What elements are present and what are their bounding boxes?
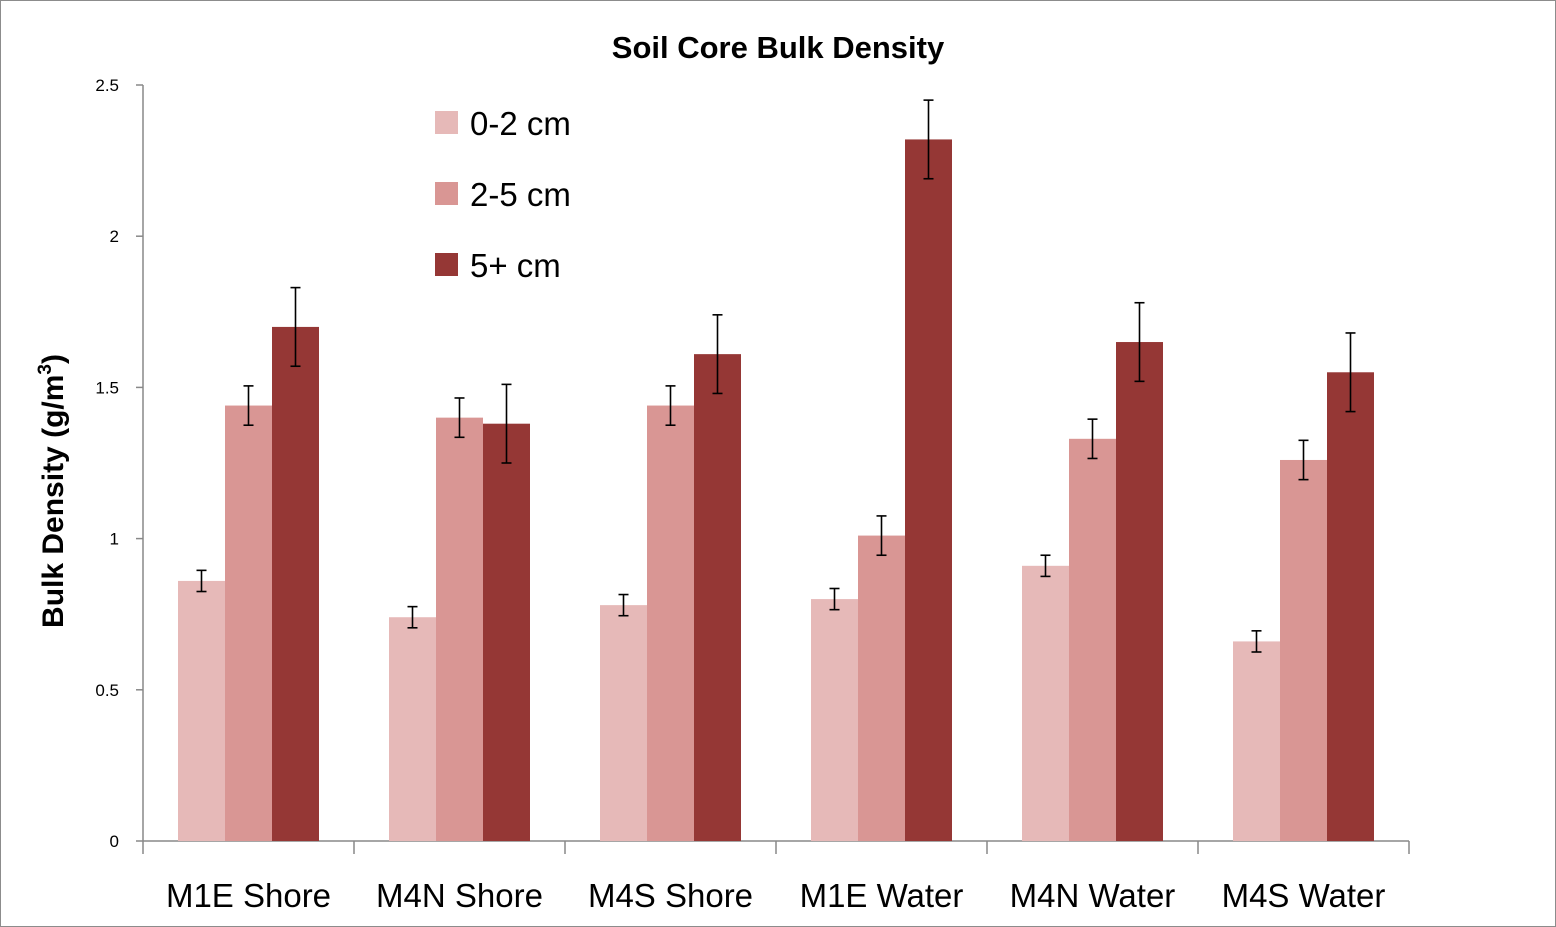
bar [905, 139, 952, 841]
bar [1069, 438, 1116, 841]
y-tick-label: 1.5 [95, 378, 119, 397]
x-tick-label: M4N Water [1010, 877, 1176, 914]
bar [858, 535, 905, 841]
bar [811, 599, 858, 841]
bar [647, 405, 694, 841]
y-tick-label: 0 [110, 832, 119, 851]
y-axis-label: Bulk Density (g/m3) [35, 354, 70, 628]
bar [600, 605, 647, 841]
legend-label: 0-2 cm [470, 105, 571, 142]
chart-title: Soil Core Bulk Density [612, 30, 945, 65]
legend-swatch [435, 253, 458, 276]
x-tick-label: M4S Water [1222, 877, 1386, 914]
bar [1280, 459, 1327, 841]
y-tick-label: 0.5 [95, 681, 119, 700]
bar [1233, 641, 1280, 841]
bars-group [178, 139, 1374, 841]
legend-label: 2-5 cm [470, 176, 571, 213]
y-tick-label: 1 [110, 530, 119, 549]
x-tick-label: M1E Water [800, 877, 964, 914]
y-axis-label-close: ) [37, 354, 70, 364]
y-tick-label: 2 [110, 227, 119, 246]
bar [389, 617, 436, 841]
bar [694, 354, 741, 841]
bar [225, 405, 272, 841]
bar [436, 417, 483, 841]
bar [178, 580, 225, 841]
legend: 0-2 cm 2-5 cm 5+ cm [435, 105, 571, 284]
bar [483, 423, 530, 841]
y-axis: 0 0.5 1 1.5 2 2.5 [95, 76, 144, 851]
legend-swatch [435, 182, 458, 205]
x-tick-label: M1E Shore [166, 877, 331, 914]
legend-label: 5+ cm [470, 247, 561, 284]
x-tick-label: M4N Shore [376, 877, 543, 914]
y-axis-label-superscript: 3 [35, 364, 56, 375]
bar [272, 326, 319, 841]
bar [1327, 372, 1374, 841]
x-tick-label: M4S Shore [588, 877, 753, 914]
error-bars-group [196, 99, 1356, 653]
bar [1116, 342, 1163, 841]
y-tick-label: 2.5 [95, 76, 119, 95]
legend-swatch [435, 111, 458, 134]
bar [1022, 565, 1069, 841]
y-axis-label-text: Bulk Density (g/m [37, 375, 70, 628]
x-axis: M1E Shore M4N Shore M4S Shore M1E Water M4N … [142, 840, 1410, 914]
